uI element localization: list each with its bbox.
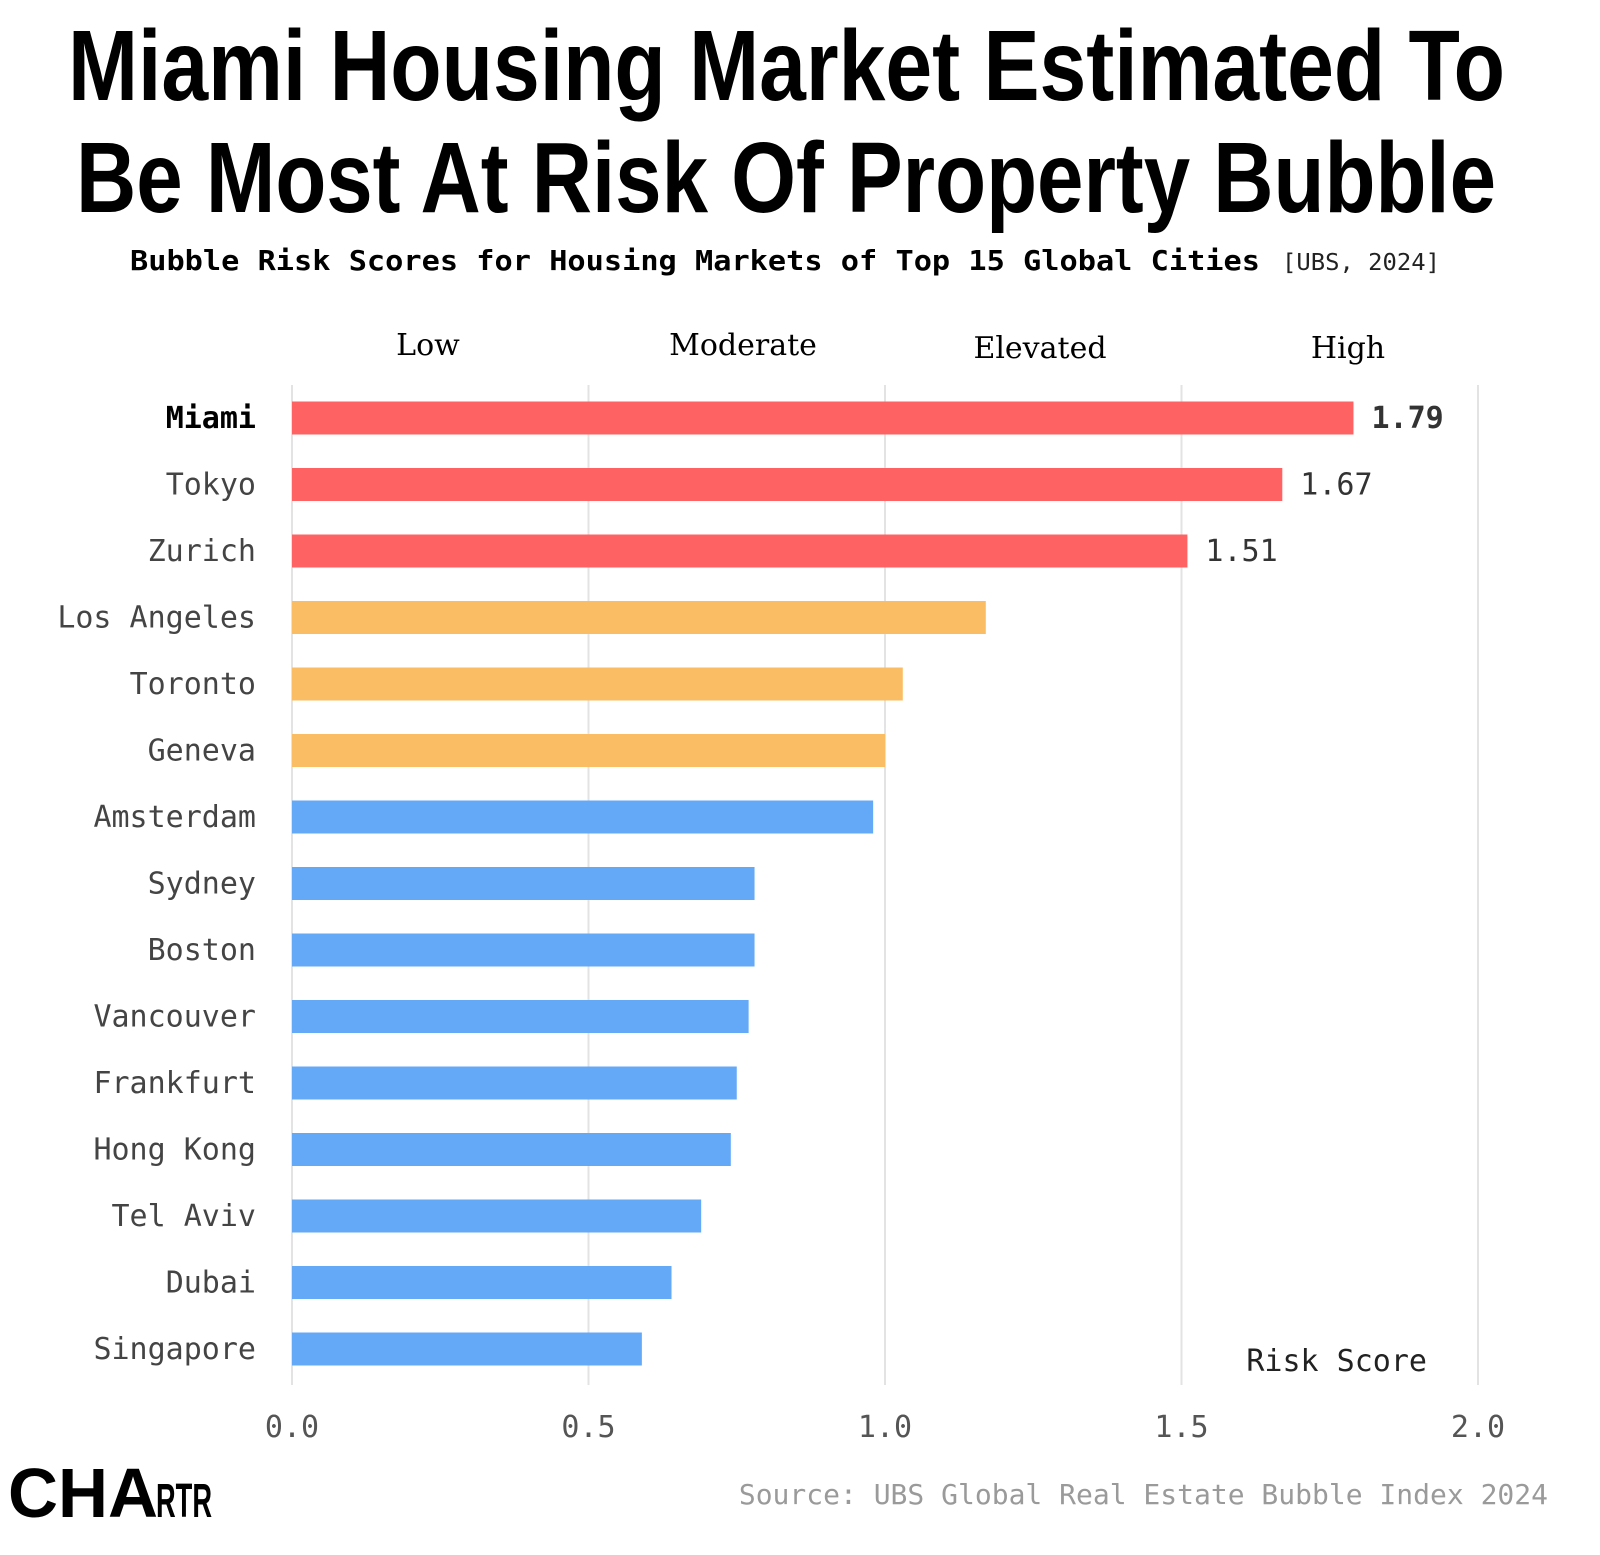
bar (292, 1133, 731, 1166)
bar (292, 1000, 749, 1033)
chartr-logo-small: RTR (156, 1475, 212, 1528)
data-label: 1.67 (1300, 468, 1372, 503)
bar (292, 401, 1354, 435)
title-line-2: Be Most At Risk Of Property Bubble (76, 122, 1496, 234)
x-tick-label: 1.5 (1154, 1410, 1208, 1445)
bar (292, 534, 1188, 568)
bar (292, 468, 1283, 501)
band-label-elevated: Elevated (973, 331, 1106, 366)
category-label: Dubai (166, 1266, 256, 1301)
data-label: 1.51 (1205, 534, 1277, 569)
category-label: Hong Kong (93, 1133, 256, 1168)
category-label: Geneva (148, 734, 256, 769)
source-note: Source: UBS Global Real Estate Bubble In… (739, 1478, 1548, 1511)
category-label: Boston (148, 933, 256, 968)
bar (292, 734, 885, 767)
subtitle: Bubble Risk Scores for Housing Markets o… (130, 244, 1260, 277)
x-tick-label: 2.0 (1451, 1410, 1505, 1445)
bar (292, 601, 986, 634)
band-label-moderate: Moderate (669, 328, 817, 363)
bar (292, 800, 874, 834)
x-tick-label: 0.5 (561, 1410, 615, 1445)
bar (292, 667, 903, 701)
category-label: Zurich (148, 534, 256, 569)
category-label: Vancouver (93, 1000, 256, 1035)
category-label: Miami (166, 401, 256, 436)
band-label-high: High (1311, 331, 1385, 366)
bar (292, 1199, 702, 1233)
category-label: Singapore (93, 1332, 256, 1367)
bar (292, 1332, 642, 1366)
bar (292, 867, 755, 900)
subtitle-source: [UBS, 2024] (1282, 250, 1440, 276)
category-label: Sydney (148, 867, 256, 902)
category-label: Tel Aviv (112, 1199, 257, 1234)
x-tick-label: 0.0 (265, 1410, 319, 1445)
bar (292, 1266, 672, 1299)
bar (292, 933, 755, 967)
bar (292, 1066, 737, 1100)
title-line-1: Miami Housing Market Estimated To (68, 10, 1505, 122)
category-label: Amsterdam (93, 800, 256, 835)
bars: Miami 1.79 Tokyo 1.67 Zurich 1.51 Los Angeles T… (57, 401, 1443, 1367)
category-label: Toronto (130, 667, 256, 702)
category-label: Frankfurt (93, 1066, 256, 1101)
category-label: Tokyo (166, 468, 256, 503)
x-tick-label: 1.0 (858, 1410, 912, 1445)
x-axis-label: Risk Score (1246, 1344, 1427, 1379)
data-label: 1.79 (1371, 401, 1443, 436)
band-label-low: Low (396, 328, 460, 363)
chartr-logo: CHA (8, 1454, 158, 1532)
category-label: Los Angeles (57, 601, 256, 636)
